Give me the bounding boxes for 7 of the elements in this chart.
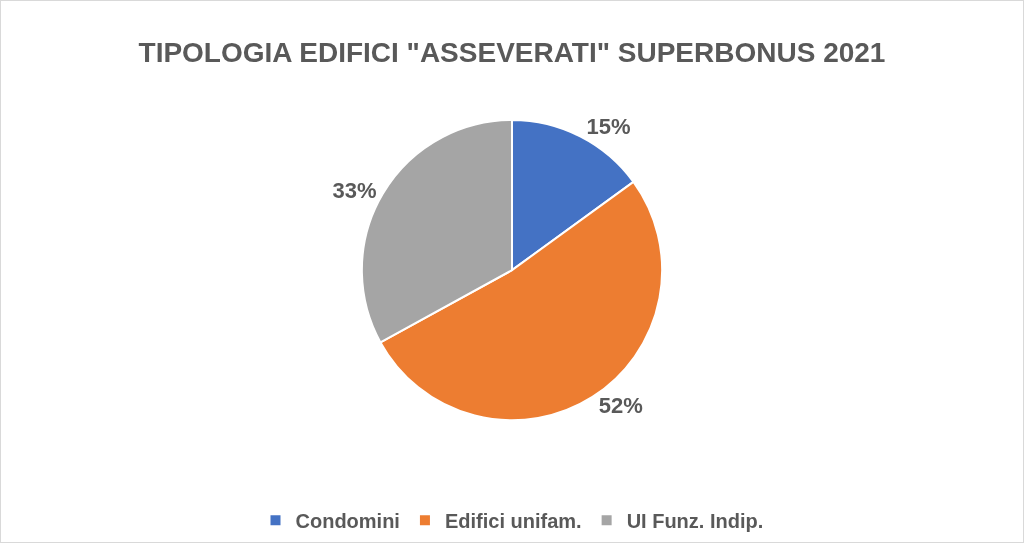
data-label: 33% — [332, 177, 377, 203]
legend-label: Condomini — [295, 510, 400, 533]
legend-label: Edifici unifam. — [444, 510, 582, 533]
chart-title: TIPOLOGIA EDIFICI "ASSEVERATI" SUPERBONUS 2021 — [138, 37, 886, 69]
data-label: 52% — [598, 393, 643, 419]
legend-label: UI Funz. Indip. — [626, 510, 764, 533]
data-label: 15% — [586, 113, 631, 139]
